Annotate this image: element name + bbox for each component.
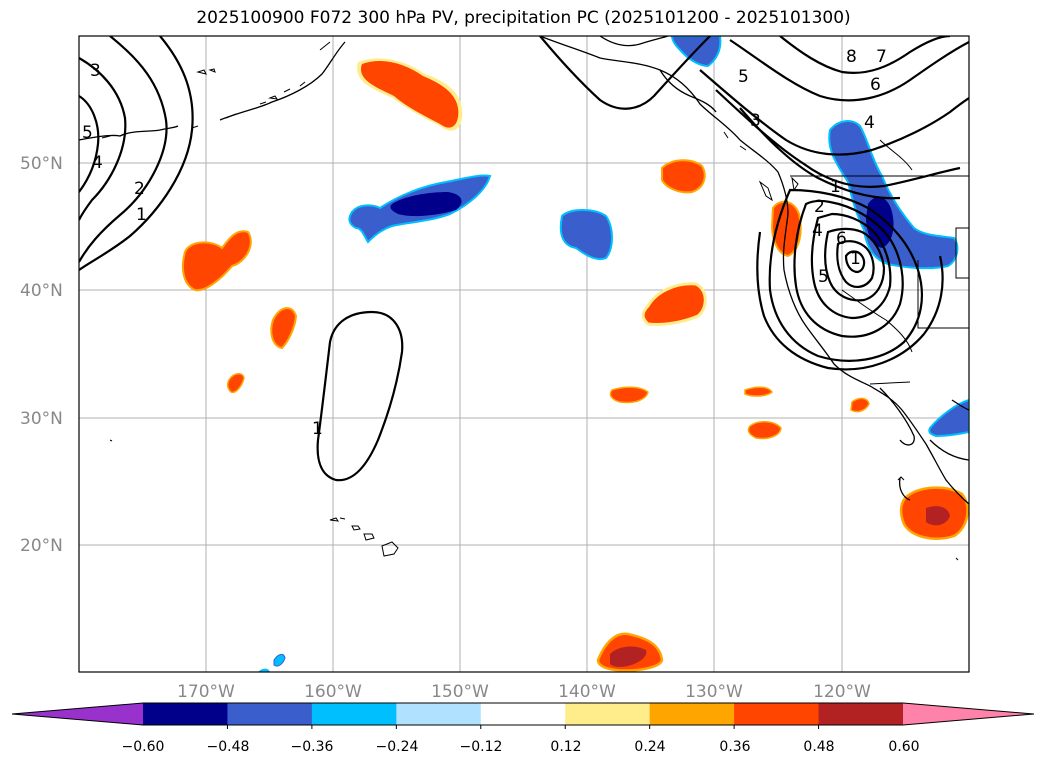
contour-label: 2 [134, 179, 145, 199]
colorbar [11, 702, 1035, 729]
pv-contours [79, 36, 969, 482]
contour-label: 1 [850, 249, 861, 269]
contour-label: 1 [830, 177, 841, 197]
contour-label: 4 [864, 113, 875, 133]
lon-label: 140°W [558, 682, 616, 702]
contour-label: 7 [876, 47, 887, 67]
lon-label: 160°W [304, 682, 362, 702]
colorbar-segment [143, 703, 228, 725]
contour-label: 1 [312, 419, 323, 439]
lon-label: 120°W [813, 682, 871, 702]
contour-label: 1 [136, 205, 147, 225]
colorbar-tick-label: 0.12 [550, 739, 581, 755]
lat-label: 30°N [20, 409, 63, 429]
negative-anomaly-areas [258, 36, 969, 672]
lon-label: 130°W [685, 682, 743, 702]
contour-label: 8 [846, 47, 857, 67]
colorbar-segment [565, 703, 651, 725]
coastlines [79, 36, 969, 505]
colorbar-segment [734, 703, 820, 725]
lon-label: 150°W [431, 682, 489, 702]
colorbar-segment [818, 703, 904, 725]
colorbar-tick-label: −0.48 [207, 739, 250, 755]
colorbar-segment [227, 703, 313, 725]
colorbar-tick-label: 0.24 [634, 739, 665, 755]
colorbar-tick-label: −0.36 [291, 739, 334, 755]
latitude-labels: 50°N 40°N 30°N 20°N [20, 154, 63, 556]
contour-label: 3 [90, 61, 101, 81]
colorbar-segment [311, 703, 397, 725]
colorbar-tick-labels: −0.60 −0.48 −0.36 −0.24 −0.12 0.12 0.24 … [122, 739, 920, 755]
colorbar-tick-label: −0.24 [376, 739, 419, 755]
lon-label: 170°W [177, 682, 235, 702]
colorbar-segment [396, 703, 482, 725]
contour-label: 4 [92, 153, 103, 173]
contour-label: 2 [814, 197, 825, 217]
longitude-labels: 170°W 160°W 150°W 140°W 130°W 120°W [177, 682, 871, 702]
contour-label: 3 [750, 111, 761, 131]
coast-islands [101, 41, 959, 561]
colorbar-tick-label: 0.48 [803, 739, 834, 755]
contour-label: 5 [82, 123, 93, 143]
map-frame [78, 35, 970, 673]
gridlines [79, 36, 969, 672]
contour-label: 6 [870, 75, 881, 95]
colorbar-outline [11, 702, 1035, 726]
colorbar-extend-low [12, 703, 143, 725]
colorbar-tick-label: −0.60 [122, 739, 165, 755]
contour-label: 6 [836, 229, 847, 249]
contour-label: 5 [738, 67, 749, 87]
contour-label: 5 [818, 267, 829, 287]
lat-label: 20°N [20, 536, 63, 556]
colorbar-segment [480, 703, 566, 725]
colorbar-tick-label: −0.12 [460, 739, 503, 755]
colorbar-extend-high [903, 703, 1034, 725]
colorbar-tick-label: 0.36 [719, 739, 750, 755]
map-area: 3 5 4 2 1 1 5 3 4 8 7 6 1 2 4 6 5 1 [79, 36, 969, 672]
positive-anomaly-areas [181, 58, 969, 672]
colorbar-segment [649, 703, 735, 725]
contour-label: 4 [812, 221, 823, 241]
lat-label: 50°N [20, 154, 63, 174]
lat-label: 40°N [20, 281, 63, 301]
contour-labels: 3 5 4 2 1 1 5 3 4 8 7 6 1 2 4 6 5 1 [82, 47, 887, 439]
colorbar-tick-label: 0.60 [888, 739, 919, 755]
map-title: 2025100900 F072 300 hPa PV, precipitatio… [196, 8, 851, 28]
